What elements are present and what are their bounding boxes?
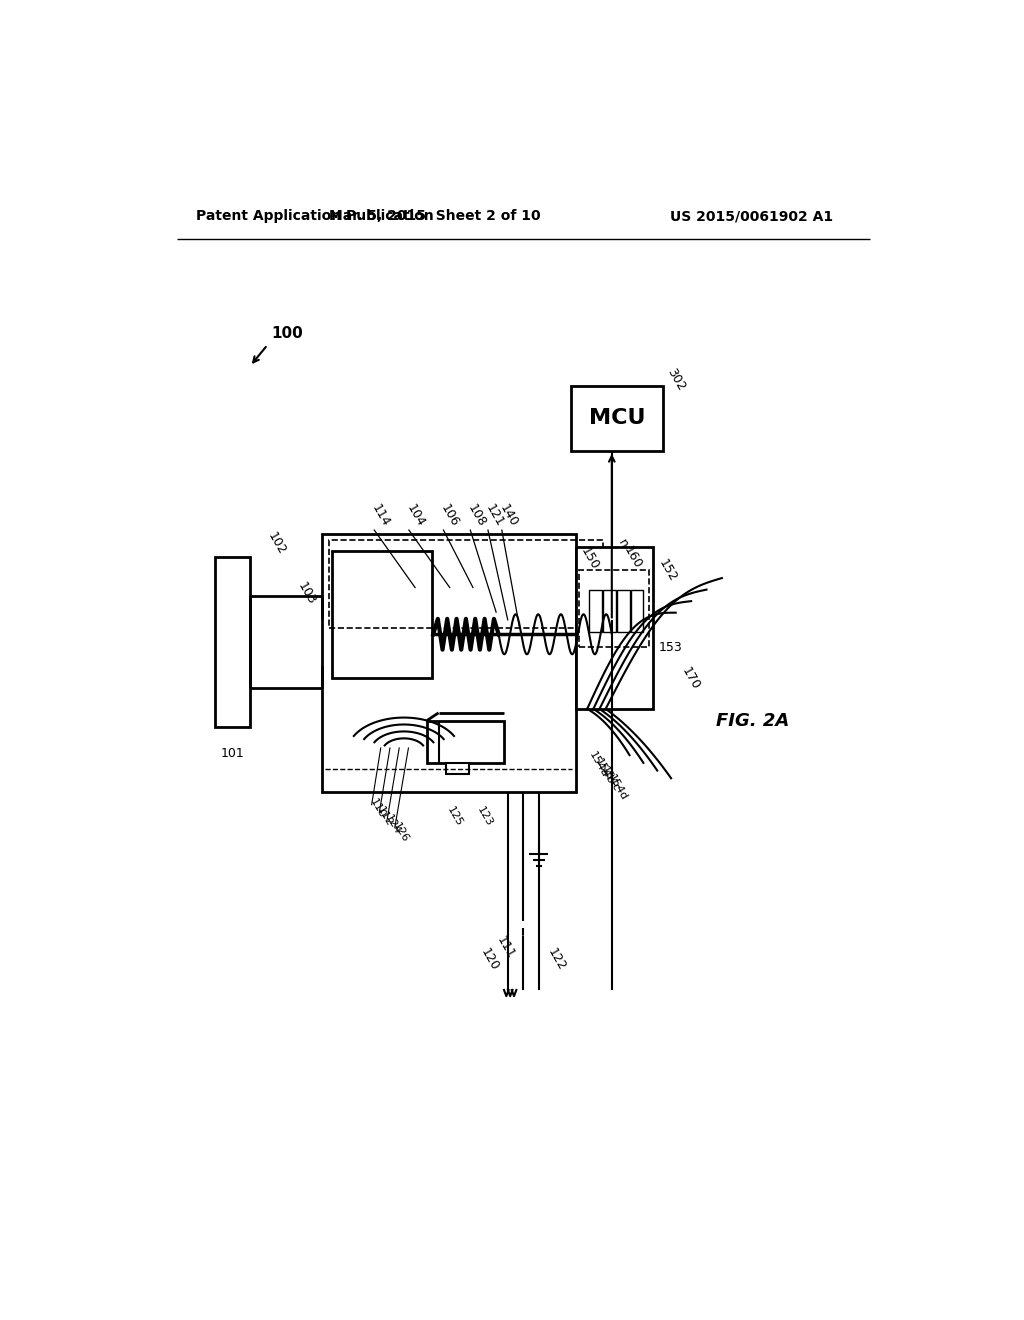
- Text: 112: 112: [376, 805, 394, 829]
- Text: 121: 121: [483, 502, 506, 529]
- Bar: [322, 535, 575, 792]
- Text: FIG. 2A: FIG. 2A: [716, 711, 790, 730]
- Text: US 2015/0061902 A1: US 2015/0061902 A1: [670, 209, 833, 223]
- Bar: [446, 763, 469, 775]
- Text: 100: 100: [271, 326, 303, 342]
- Text: 152: 152: [656, 557, 680, 583]
- Bar: [617, 590, 630, 632]
- Bar: [580, 570, 649, 647]
- Text: 154c: 154c: [599, 766, 622, 795]
- Text: 104: 104: [403, 502, 427, 529]
- Text: 154d: 154d: [605, 772, 629, 803]
- Text: 140: 140: [497, 502, 520, 529]
- Text: 150: 150: [578, 545, 601, 573]
- Text: Mar. 5, 2015  Sheet 2 of 10: Mar. 5, 2015 Sheet 2 of 10: [329, 209, 541, 223]
- Text: 111: 111: [494, 935, 517, 961]
- Text: 123: 123: [475, 805, 495, 829]
- Bar: [590, 590, 602, 632]
- Text: 101: 101: [221, 747, 245, 760]
- Bar: [215, 557, 250, 726]
- Text: 154a: 154a: [587, 750, 610, 779]
- Text: 103: 103: [295, 579, 318, 607]
- Text: 126: 126: [391, 821, 410, 843]
- Text: 160: 160: [621, 544, 644, 570]
- Text: 124: 124: [383, 813, 402, 836]
- Text: 125: 125: [444, 805, 464, 829]
- Text: MCU: MCU: [589, 408, 645, 428]
- Bar: [330, 540, 602, 628]
- Bar: [575, 548, 652, 709]
- Text: 153: 153: [658, 640, 683, 653]
- Bar: [333, 552, 432, 678]
- Text: 302: 302: [665, 366, 688, 393]
- Text: Patent Application Publication: Patent Application Publication: [196, 209, 434, 223]
- Text: 106: 106: [438, 502, 462, 529]
- Text: 170: 170: [680, 664, 702, 692]
- Text: 102: 102: [265, 529, 289, 557]
- Bar: [603, 590, 615, 632]
- Text: 154b: 154b: [593, 758, 616, 787]
- Text: 110: 110: [368, 797, 387, 821]
- Bar: [427, 721, 504, 763]
- Text: n: n: [615, 537, 631, 550]
- Bar: [571, 385, 664, 451]
- Text: 120: 120: [478, 945, 502, 973]
- Text: 108: 108: [466, 502, 488, 529]
- Text: 114: 114: [370, 502, 392, 529]
- Text: 122: 122: [545, 945, 568, 973]
- Bar: [631, 590, 643, 632]
